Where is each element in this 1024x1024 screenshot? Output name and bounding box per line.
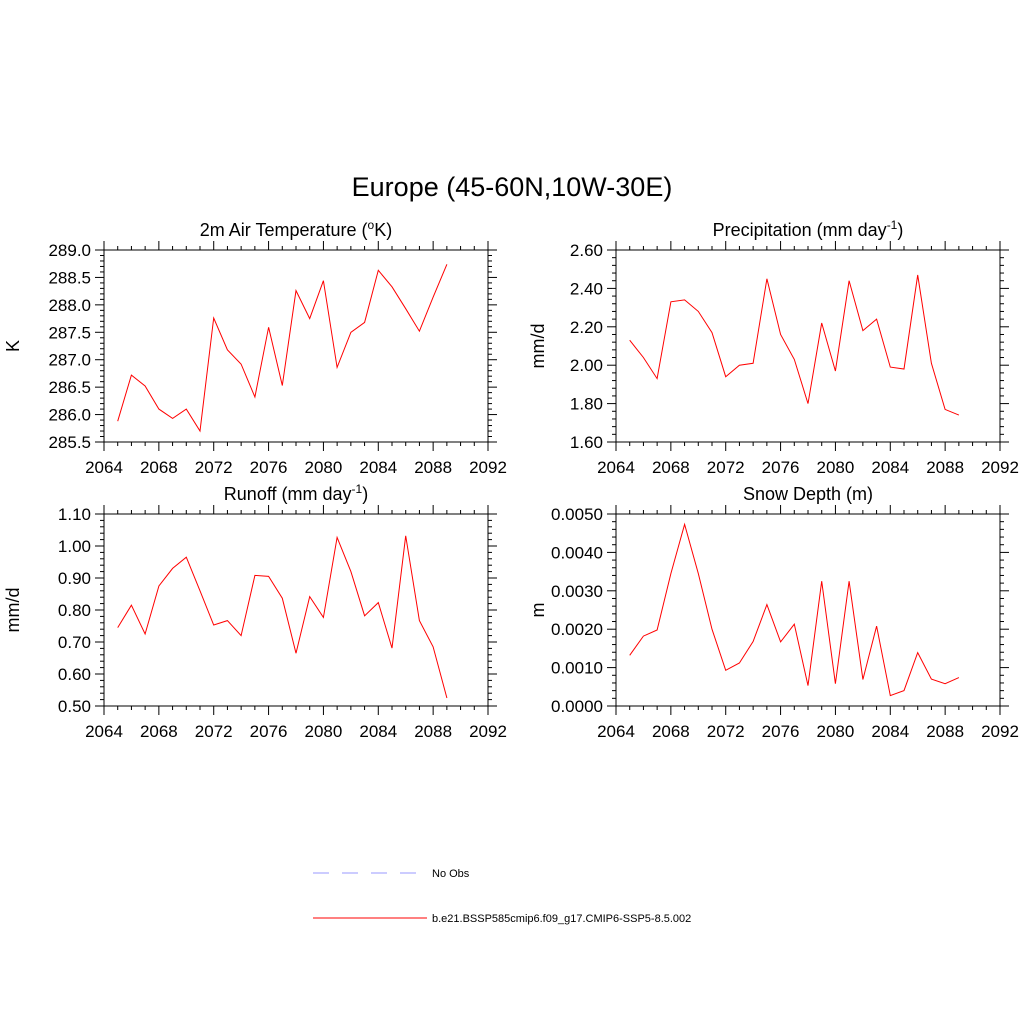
y-tick-label: 0.0030 xyxy=(551,582,603,601)
y-tick-label: 0.0020 xyxy=(551,620,603,639)
y-tick-label: 0.70 xyxy=(58,633,91,652)
x-tick-label: 2068 xyxy=(652,458,690,477)
y-tick-label: 1.60 xyxy=(570,433,603,452)
x-tick-label: 2064 xyxy=(597,722,635,741)
x-tick-label: 2080 xyxy=(817,722,855,741)
y-axis-label-snow-depth: m xyxy=(528,603,548,618)
x-tick-label: 2076 xyxy=(762,458,800,477)
y-tick-label: 0.60 xyxy=(58,665,91,684)
plot-frame-precipitation xyxy=(615,249,1001,443)
x-tick-label: 2064 xyxy=(85,722,123,741)
y-tick-label: 287.0 xyxy=(48,351,91,370)
panel-title-text: 2m Air Temperature ( xyxy=(200,220,368,240)
y-tick-label: 2.20 xyxy=(570,318,603,337)
x-tick-label: 2088 xyxy=(414,722,452,741)
x-tick-label: 2092 xyxy=(981,458,1019,477)
x-tick-label: 2084 xyxy=(871,722,909,741)
x-tick-label: 2088 xyxy=(926,722,964,741)
plot-frame-snow-depth xyxy=(615,513,1001,707)
x-tick-label: 2088 xyxy=(926,458,964,477)
y-tick-label: 1.10 xyxy=(58,505,91,524)
x-tick-label: 2068 xyxy=(652,722,690,741)
y-tick-label: 2.00 xyxy=(570,356,603,375)
legend: No Obs b.e21.BSSP585cmip6.f09_g17.CMIP6-… xyxy=(313,868,691,925)
x-tick-label: 2072 xyxy=(195,722,233,741)
x-tick-label: 2076 xyxy=(762,722,800,741)
x-tick-label: 2068 xyxy=(140,722,178,741)
y-tick-label: 0.0010 xyxy=(551,659,603,678)
panel-title-text: Runoff (mm day xyxy=(224,484,352,504)
x-tick-label: 2080 xyxy=(305,458,343,477)
y-tick-label: 0.0040 xyxy=(551,543,603,562)
legend-label-no-obs: No Obs xyxy=(432,868,470,880)
series-line-runoff xyxy=(117,535,448,699)
x-tick-label: 2084 xyxy=(871,458,909,477)
y-tick-label: 289.0 xyxy=(48,241,91,260)
panel-temperature: 2m Air Temperature (oK) K 2064 2068 2072 2076… xyxy=(3,218,507,477)
x-tick-label: 2092 xyxy=(469,458,507,477)
x-tick-label: 2068 xyxy=(140,458,178,477)
x-tick-label: 2064 xyxy=(85,458,123,477)
panel-title-snow-depth: Snow Depth (m) xyxy=(743,484,873,504)
panel-runoff: Runoff (mm day-1) mm/d 2064 2068 2072 2076 208… xyxy=(3,482,507,741)
x-tick-label: 2064 xyxy=(597,458,635,477)
x-tick-label: 2088 xyxy=(414,458,452,477)
y-tick-label: 288.0 xyxy=(48,296,91,315)
x-tick-label: 2072 xyxy=(707,722,745,741)
panel-snow-depth: Snow Depth (m) m 2064 2068 2072 2076 2080 2084 2… xyxy=(528,484,1019,741)
x-tick-label: 2076 xyxy=(250,722,288,741)
panel-title-superscript: -1 xyxy=(352,482,363,496)
y-axis-label-precipitation: mm/d xyxy=(528,324,548,369)
panel-title-superscript: -1 xyxy=(887,218,898,232)
y-tick-label: 0.0050 xyxy=(551,505,603,524)
y-tick-label: 0.80 xyxy=(58,601,91,620)
panel-title-text: Snow Depth (m) xyxy=(743,484,873,504)
panel-title-suffix: K) xyxy=(374,220,392,240)
y-tick-label: 1.80 xyxy=(570,395,603,414)
y-tick-label: 2.40 xyxy=(570,279,603,298)
y-tick-label: 286.5 xyxy=(48,378,91,397)
x-tick-label: 2080 xyxy=(817,458,855,477)
x-tick-label: 2084 xyxy=(359,458,397,477)
y-tick-label: 288.5 xyxy=(48,268,91,287)
x-tick-label: 2084 xyxy=(359,722,397,741)
y-tick-label: 0.50 xyxy=(58,697,91,716)
y-tick-label: 2.60 xyxy=(570,241,603,260)
series-line-precipitation xyxy=(629,274,960,416)
panel-title-text: Precipitation (mm day xyxy=(713,220,887,240)
y-tick-label: 0.90 xyxy=(58,569,91,588)
y-tick-label: 285.5 xyxy=(48,433,91,452)
panel-precipitation: Precipitation (mm day-1) mm/d 2064 2068 2072… xyxy=(528,218,1019,477)
x-tick-label: 2092 xyxy=(981,722,1019,741)
x-tick-label: 2092 xyxy=(469,722,507,741)
plot-frame-temperature xyxy=(103,249,489,443)
x-tick-label: 2072 xyxy=(707,458,745,477)
chart-panels: 2m Air Temperature (oK) K 2064 2068 2072 2076… xyxy=(3,218,1019,741)
x-tick-label: 2076 xyxy=(250,458,288,477)
legend-label-model: b.e21.BSSP585cmip6.f09_g17.CMIP6-SSP5-8.… xyxy=(432,913,691,925)
y-tick-label: 287.5 xyxy=(48,323,91,342)
series-line-temperature xyxy=(117,264,448,433)
y-axis-label-temperature: K xyxy=(3,340,23,352)
y-tick-label: 1.00 xyxy=(58,537,91,556)
plot-frame-runoff xyxy=(103,513,489,707)
panel-title-suffix: ) xyxy=(897,220,903,240)
y-axis-label-runoff: mm/d xyxy=(3,588,23,633)
y-tick-label: 286.0 xyxy=(48,406,91,425)
panel-title-precipitation: Precipitation (mm day-1) xyxy=(713,218,904,240)
panel-title-runoff: Runoff (mm day-1) xyxy=(224,482,368,504)
y-tick-label: 0.0000 xyxy=(551,697,603,716)
series-line-snow-depth xyxy=(629,522,960,697)
panel-title-superscript: o xyxy=(368,218,375,232)
x-tick-label: 2080 xyxy=(305,722,343,741)
figure-title: Europe (45-60N,10W-30E) xyxy=(352,172,673,202)
panel-title-temperature: 2m Air Temperature (oK) xyxy=(200,218,392,240)
x-tick-label: 2072 xyxy=(195,458,233,477)
panel-title-suffix: ) xyxy=(362,484,368,504)
